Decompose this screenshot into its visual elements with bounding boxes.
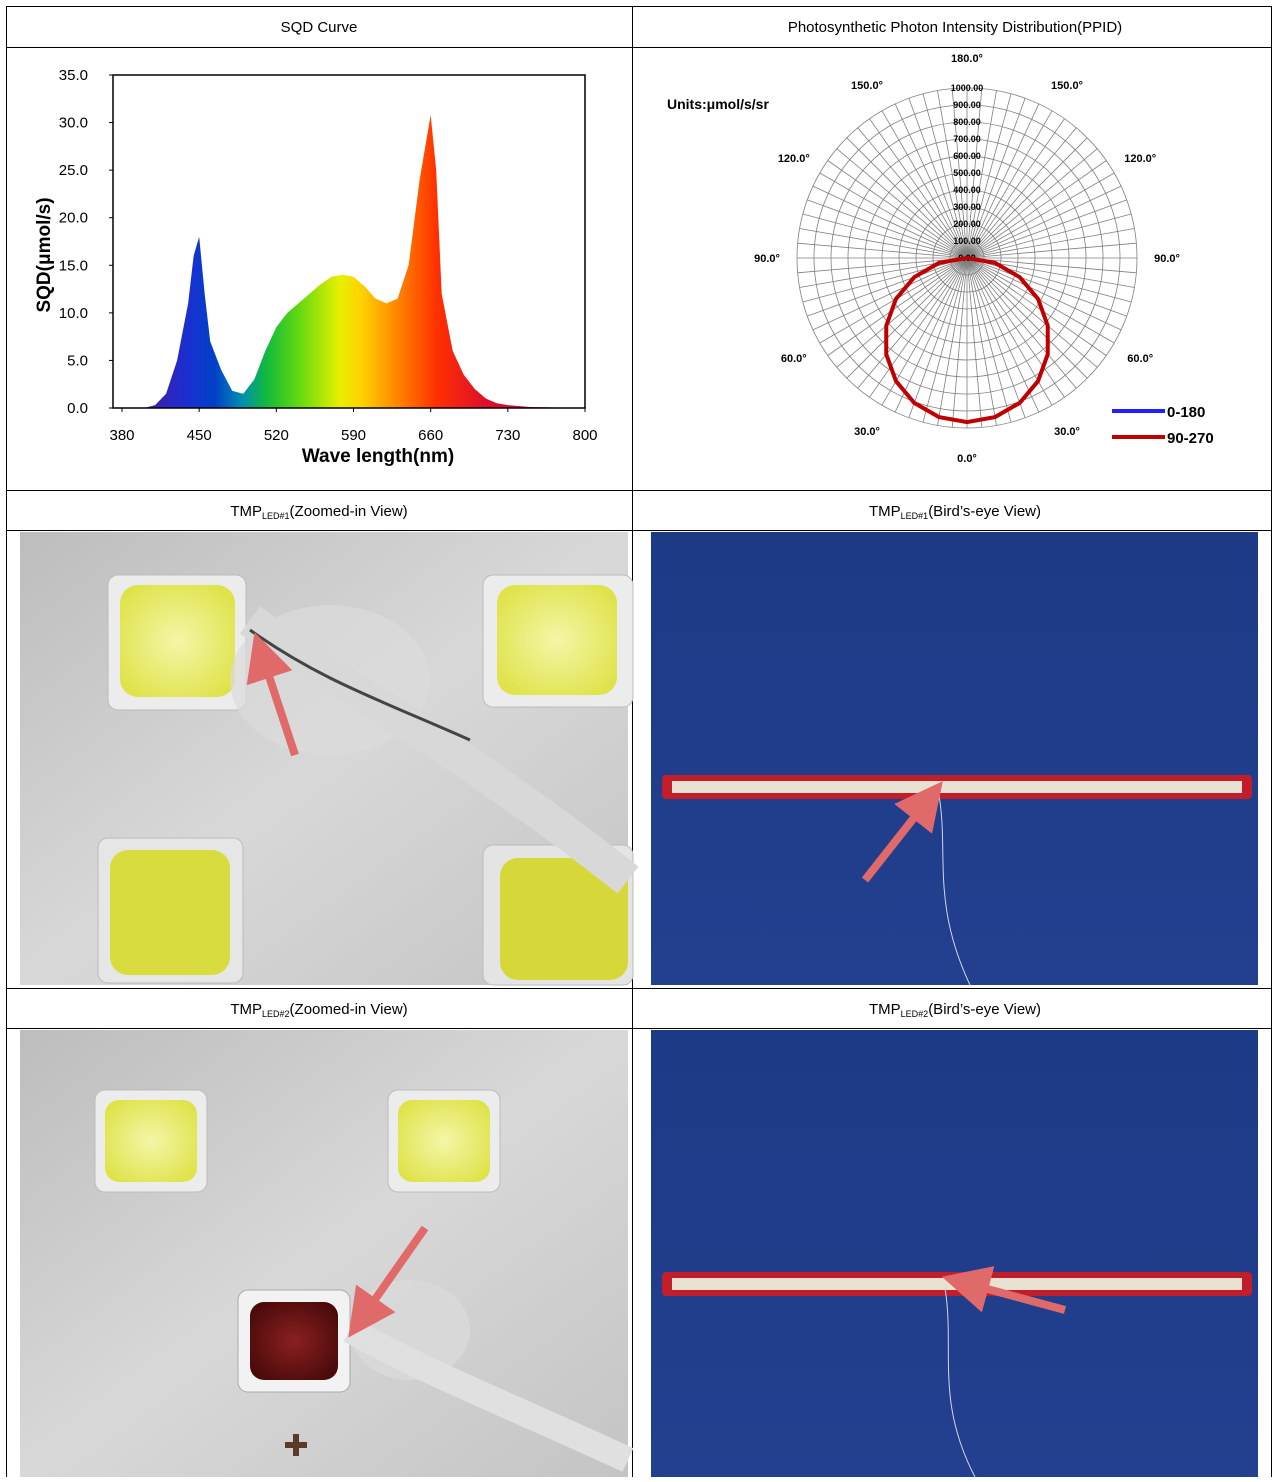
x-tick-label: 800 <box>572 427 597 444</box>
header-sub: LED#2 <box>262 1009 290 1019</box>
header-main: TMP <box>230 1001 262 1018</box>
legend-label: 90-270 <box>1167 430 1214 447</box>
angle-label: 60.0° <box>781 353 807 365</box>
cell-header: TMPLED#1(Zoomed-in View) <box>230 503 407 521</box>
r-tick-label: 500.00 <box>953 168 981 178</box>
angle-label: 180.0° <box>951 53 983 65</box>
grid-spoke <box>803 214 967 258</box>
legend-label: 0-180 <box>1167 404 1205 421</box>
y-axis-title: SQD(μmol/s) <box>34 197 55 312</box>
cell-header: TMPLED#2(Zoomed-in View) <box>230 1001 407 1019</box>
units-label: Units:μmol/s/sr <box>667 96 769 112</box>
r-tick-label: 800.00 <box>953 117 981 127</box>
y-tick-label: 35.0 <box>59 67 88 84</box>
r-tick-label: 700.00 <box>953 134 981 144</box>
angle-label: 120.0° <box>778 153 810 165</box>
x-tick-label: 380 <box>109 427 134 444</box>
angle-label: 30.0° <box>1054 426 1080 438</box>
x-tick-label: 520 <box>264 427 289 444</box>
angle-label: 150.0° <box>851 80 883 92</box>
x-tick-label: 660 <box>418 427 443 444</box>
x-tick-label: 730 <box>495 427 520 444</box>
angle-label: 0.0° <box>957 453 977 465</box>
r-tick-label: 100.00 <box>953 236 981 246</box>
y-tick-label: 25.0 <box>59 162 88 179</box>
angle-label: 90.0° <box>1154 253 1180 265</box>
x-axis-title: Wave length(nm) <box>302 446 454 467</box>
header-rest: (Bird’s-eye View) <box>928 503 1041 520</box>
r-tick-label: 400.00 <box>953 185 981 195</box>
r-tick-label: 300.00 <box>953 202 981 212</box>
cell-header: Photosynthetic Photon Intensity Distribu… <box>788 19 1122 36</box>
spectrum-area <box>122 115 585 408</box>
x-tick-label: 450 <box>187 427 212 444</box>
r-tick-label: 900.00 <box>953 100 981 110</box>
grid-spoke <box>967 258 1131 302</box>
grid-spoke <box>967 214 1131 258</box>
y-tick-label: 15.0 <box>59 257 88 274</box>
header-main: TMP <box>869 503 901 520</box>
header-sub: LED#1 <box>901 511 929 521</box>
photo-birdseye-led2 <box>651 1030 1258 1477</box>
header-rest: (Zoomed-in View) <box>290 503 408 520</box>
grid-spoke <box>967 258 1011 422</box>
header-sub: LED#2 <box>901 1009 929 1019</box>
r-tick-label: 600.00 <box>953 151 981 161</box>
grid-spoke <box>803 258 967 302</box>
cell-header: SQD Curve <box>281 19 358 36</box>
cell-header: TMPLED#1(Bird’s-eye View) <box>869 503 1041 521</box>
photo-birdseye-led1 <box>651 532 1258 985</box>
cell-header: TMPLED#2(Bird’s-eye View) <box>869 1001 1041 1019</box>
photo-zoomed-led1 <box>20 532 633 985</box>
angle-label: 120.0° <box>1124 153 1156 165</box>
angle-label: 60.0° <box>1127 353 1153 365</box>
angle-label: 90.0° <box>754 253 780 265</box>
y-tick-label: 5.0 <box>67 352 88 369</box>
y-tick-label: 30.0 <box>59 115 88 132</box>
header-main: TMP <box>869 1001 901 1018</box>
x-tick-label: 590 <box>341 427 366 444</box>
page: SQD Curve Photosynthetic Photon Intensit… <box>0 0 1278 1477</box>
angle-label: 30.0° <box>854 426 880 438</box>
r-tick-label: 200.00 <box>953 219 981 229</box>
y-tick-label: 20.0 <box>59 210 88 227</box>
header-main: TMP <box>230 503 262 520</box>
header-rest: (Bird’s-eye View) <box>928 1001 1041 1018</box>
photo-zoomed-led2 <box>20 1030 628 1477</box>
y-tick-label: 0.0 <box>67 400 88 417</box>
r-tick-label: 1000.00 <box>951 83 984 93</box>
header-sub: LED#1 <box>262 511 290 521</box>
grid-spoke <box>923 258 967 422</box>
y-tick-label: 10.0 <box>59 305 88 322</box>
header-rest: (Zoomed-in View) <box>290 1001 408 1018</box>
angle-label: 150.0° <box>1051 80 1083 92</box>
